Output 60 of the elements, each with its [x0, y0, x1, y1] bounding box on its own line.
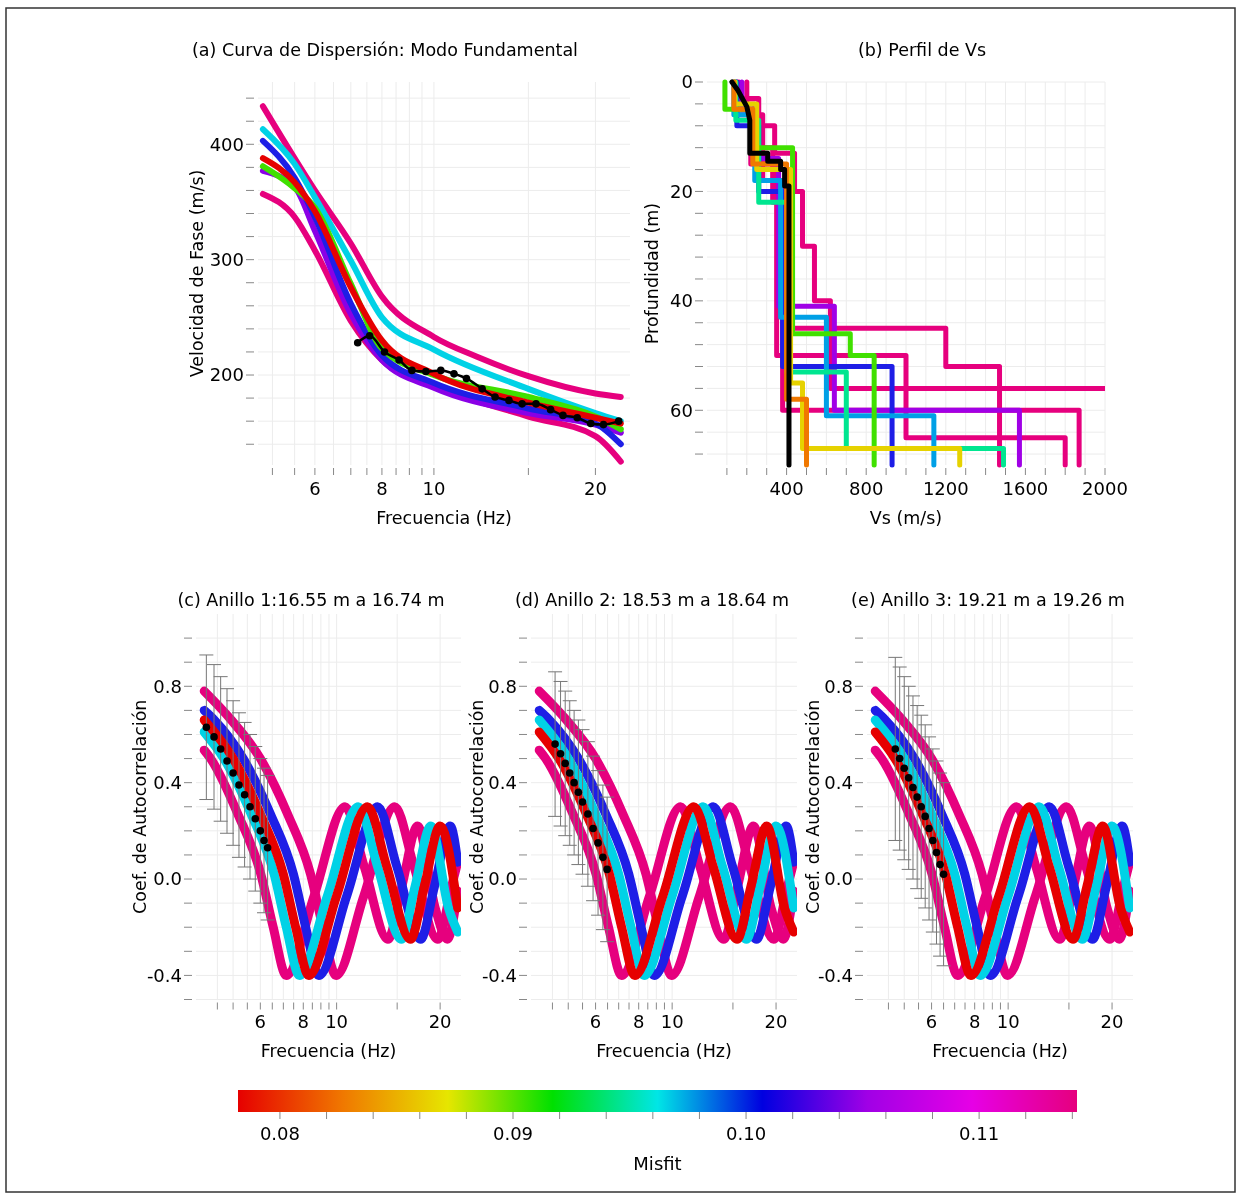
color-bar-label: 0.09 — [492, 1123, 534, 1144]
chart-title: (e) Anillo 3: 19.21 m a 19.26 m — [851, 590, 1125, 610]
x-tick-label: 2000 — [1082, 478, 1128, 499]
y-axis-title: Coef. de Autocorrelación — [130, 699, 151, 914]
y-tick-label: 0.0 — [153, 868, 182, 890]
x-tick-label: 8 — [632, 1011, 645, 1032]
x-tick-label: 400 — [769, 478, 804, 499]
color-bar-label: 0.11 — [959, 1123, 1000, 1144]
chart-title: (c) Anillo 1:16.55 m a 16.74 m — [177, 590, 445, 610]
y-tick-label: 40 — [670, 290, 693, 312]
x-tick-label: 10 — [660, 1011, 684, 1032]
x-tick-label: 6 — [589, 1011, 602, 1032]
y-tick-label: 0.8 — [153, 675, 182, 697]
x-axis-title: Frecuencia (Hz) — [376, 508, 512, 528]
y-axis-title: Coef. de Autocorrelación — [803, 699, 824, 914]
x-axis-title: Frecuencia (Hz) — [596, 1041, 732, 1061]
x-tick-label: 10 — [996, 1011, 1020, 1032]
y-tick-label: 20 — [670, 180, 693, 202]
x-tick-label: 20 — [583, 478, 607, 499]
color-bar-label: 0.10 — [726, 1123, 767, 1144]
y-tick-label: -0.4 — [481, 964, 517, 986]
y-tick-label: -0.4 — [817, 964, 853, 986]
color-bar-title: Misfit — [633, 1153, 682, 1174]
chart-title: (b) Perfil de Vs — [857, 40, 987, 60]
x-tick-label: 1600 — [1002, 478, 1049, 499]
y-tick-label: 0 — [681, 71, 693, 93]
x-tick-label: 20 — [1100, 1011, 1124, 1032]
chart-title: (a) Curva de Dispersión: Modo Fundamental — [192, 40, 578, 60]
x-tick-label: 20 — [428, 1011, 452, 1032]
y-axis-title: Coef. de Autocorrelación — [467, 699, 488, 914]
x-tick-label: 6 — [254, 1011, 267, 1032]
y-tick-label: 400 — [209, 133, 244, 155]
y-tick-label: 200 — [209, 364, 244, 386]
y-axis-title: Profundidad (m) — [642, 202, 663, 345]
y-tick-label: 60 — [670, 399, 693, 421]
x-tick-label: 10 — [325, 1011, 349, 1032]
y-tick-label: 0.8 — [488, 675, 517, 697]
x-tick-label: 1200 — [922, 478, 969, 499]
y-tick-label: -0.4 — [146, 964, 182, 986]
y-axis-title: Velocidad de Fase (m/s) — [187, 169, 208, 378]
y-tick-label: 0.4 — [488, 771, 517, 793]
x-tick-label: 800 — [849, 478, 884, 499]
y-tick-label: 0.0 — [824, 868, 853, 890]
x-axis-title: Frecuencia (Hz) — [932, 1041, 1068, 1061]
color-bar-label: 0.08 — [259, 1123, 300, 1144]
y-tick-label: 0.0 — [488, 868, 517, 890]
x-tick-label: 10 — [422, 478, 446, 499]
y-tick-label: 0.4 — [824, 771, 853, 793]
chart-title: (d) Anillo 2: 18.53 m a 18.64 m — [514, 590, 790, 610]
y-tick-label: 0.8 — [824, 675, 853, 697]
x-tick-label: 8 — [376, 478, 388, 499]
x-tick-label: 6 — [309, 478, 321, 499]
x-tick-label: 8 — [297, 1011, 310, 1032]
y-tick-label: 0.4 — [153, 771, 182, 793]
x-tick-label: 8 — [968, 1011, 981, 1032]
x-axis-title: Vs (m/s) — [869, 508, 943, 528]
x-tick-label: 6 — [925, 1011, 938, 1032]
x-axis-title: Frecuencia (Hz) — [260, 1041, 397, 1061]
x-tick-label: 20 — [764, 1011, 788, 1032]
y-tick-label: 300 — [209, 248, 244, 270]
